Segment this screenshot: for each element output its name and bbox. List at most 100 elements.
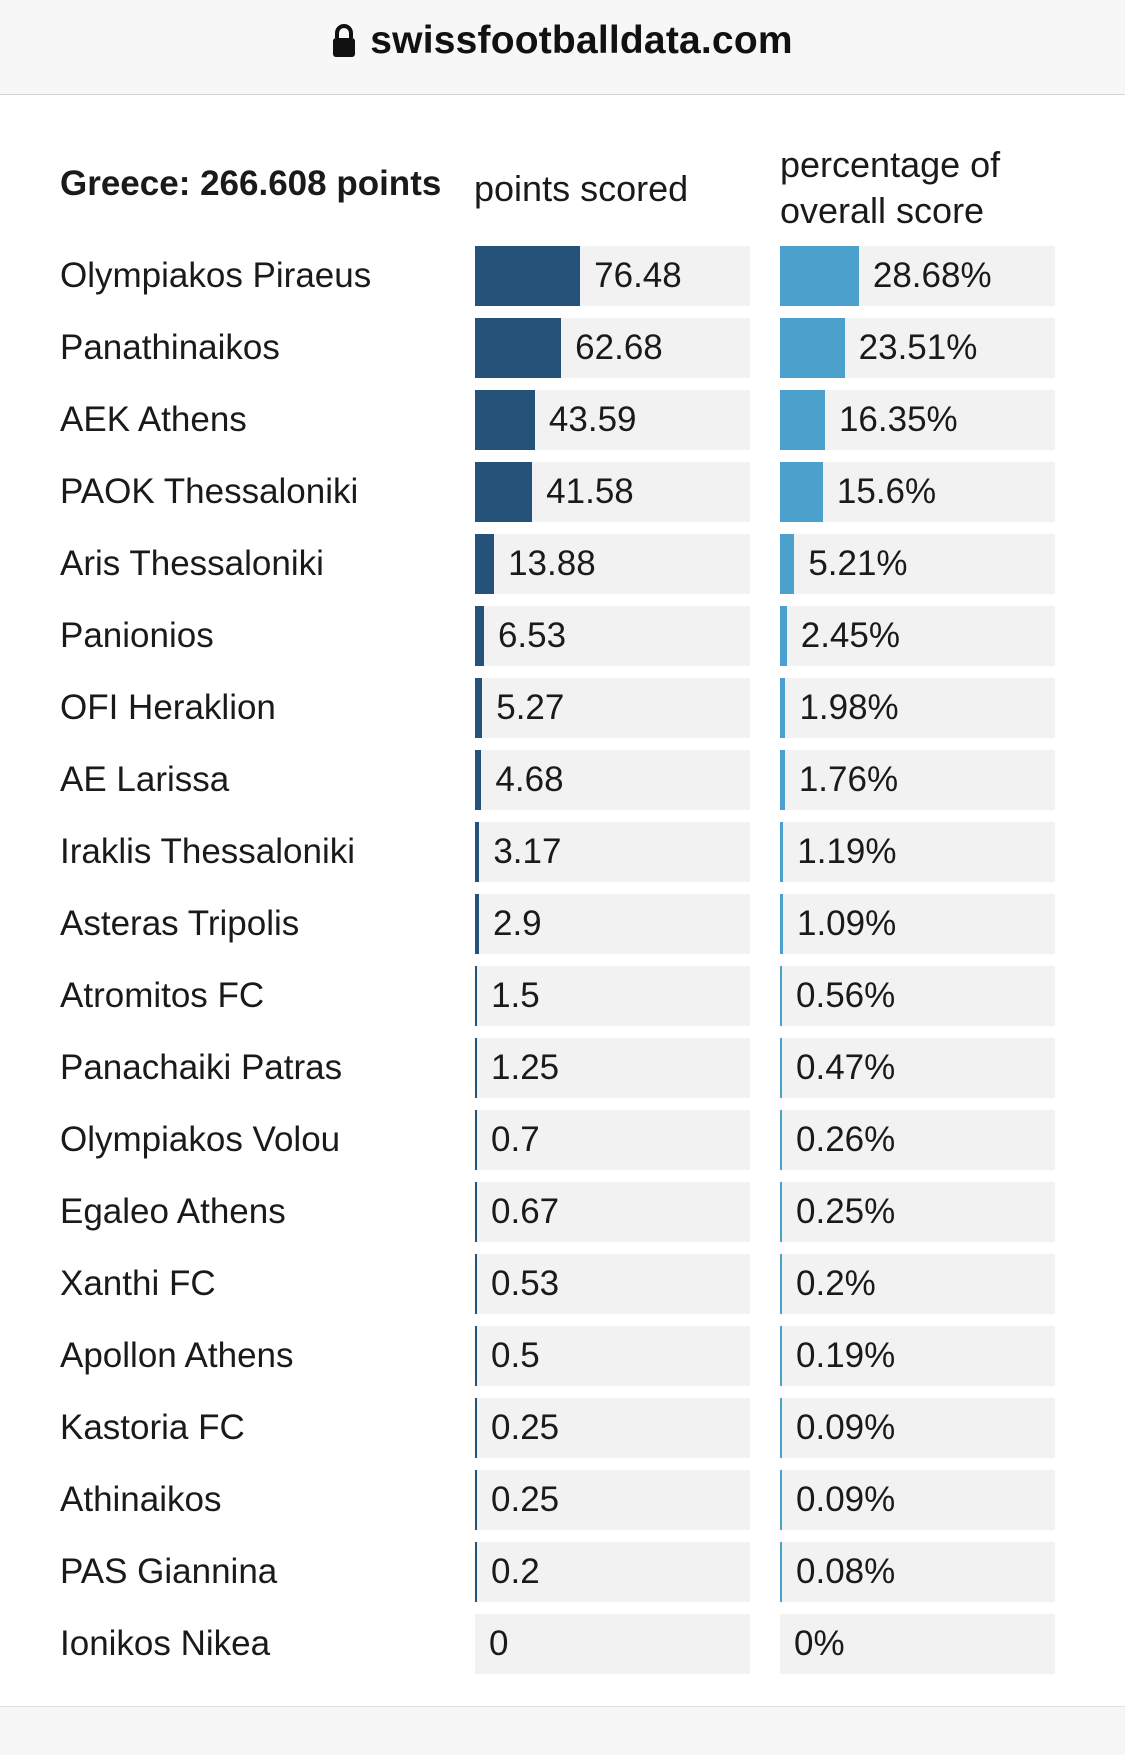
pct-bar [780, 1398, 782, 1458]
pct-value-label: 0% [794, 1624, 845, 1663]
team-name: Panachaiki Patras [60, 1048, 343, 1087]
pct-bar-track: 5.21% [780, 534, 1055, 594]
points-bar [475, 1182, 477, 1242]
pct-value-label: 0.56% [796, 976, 896, 1015]
pct-value-label: 1.76% [798, 760, 899, 799]
points-bar [475, 246, 581, 306]
pct-value-label: 1.19% [797, 832, 897, 871]
points-bar-track: 62.68 [475, 318, 750, 378]
points-value-label: 0.2 [491, 1552, 540, 1591]
team-name: Asteras Tripolis [60, 904, 300, 943]
points-bar [475, 318, 562, 378]
browser-url-bar[interactable]: swissfootballdata.com [0, 0, 1125, 95]
team-row: OFI Heraklion 5.27 1.98% [0, 678, 1125, 738]
url-text[interactable]: swissfootballdata.com [370, 19, 793, 62]
pct-value-label: 1.98% [799, 688, 899, 727]
pct-bar-track: 0.47% [780, 1038, 1055, 1098]
points-bar [475, 678, 483, 738]
pct-value-label: 15.6% [836, 472, 937, 511]
points-bar-track: 3.17 [475, 822, 750, 882]
pct-bar-track: 0.26% [780, 1110, 1055, 1170]
team-name: Egaleo Athens [60, 1192, 286, 1231]
percentage-column-header: percentage of overall score [780, 142, 1000, 234]
points-bar-track: 4.68 [475, 750, 750, 810]
team-name: PAOK Thessaloniki [60, 472, 359, 511]
chart-title: Greece: 266.608 points [60, 164, 442, 203]
pct-value-label: 1.09% [796, 904, 897, 943]
pct-bar-track: 28.68% [780, 246, 1055, 306]
team-name: Ionikos Nikea [60, 1624, 271, 1663]
pct-bar [780, 1110, 782, 1170]
points-bar [475, 606, 484, 666]
pct-value-label: 0.26% [796, 1120, 896, 1159]
pct-bar [780, 1470, 782, 1530]
points-value-label: 0.67 [491, 1192, 560, 1231]
pct-bar [780, 462, 823, 522]
team-row: Egaleo Athens 0.67 0.25% [0, 1182, 1125, 1242]
pct-bar [780, 678, 786, 738]
points-value-label: 41.58 [546, 472, 634, 511]
pct-bar-track: 0.09% [780, 1470, 1055, 1530]
team-row: Ionikos Nikea 0 0% [0, 1614, 1125, 1674]
points-bar-track: 0.25 [475, 1398, 750, 1458]
points-bar-track: 6.53 [475, 606, 750, 666]
points-bar [475, 1254, 477, 1314]
team-row: PAOK Thessaloniki 41.58 15.6% [0, 462, 1125, 522]
points-bar-track: 5.27 [475, 678, 750, 738]
team-row: Panachaiki Patras 1.25 0.47% [0, 1038, 1125, 1098]
pct-bar [780, 390, 825, 450]
team-name: Atromitos FC [60, 976, 265, 1015]
points-bar-track: 0.67 [475, 1182, 750, 1242]
team-row: Atromitos FC 1.5 0.56% [0, 966, 1125, 1026]
points-bar [475, 1038, 477, 1098]
points-bar [475, 966, 478, 1026]
pct-value-label: 5.21% [808, 544, 908, 583]
points-value-label: 2.9 [492, 904, 542, 943]
points-value-label: 3.17 [493, 832, 562, 871]
team-name: Kastoria FC [60, 1408, 245, 1447]
pct-bar-track: 0.19% [780, 1326, 1055, 1386]
pct-bar [780, 1038, 782, 1098]
pct-bar-track: 0.25% [780, 1182, 1055, 1242]
points-bar [475, 1542, 477, 1602]
points-value-label: 0.53 [491, 1264, 560, 1303]
points-bar [475, 534, 495, 594]
team-name: Aris Thessaloniki [60, 544, 324, 583]
points-bar [475, 822, 480, 882]
pct-bar [780, 246, 859, 306]
points-bar [475, 894, 479, 954]
pct-bar-track: 15.6% [780, 462, 1055, 522]
team-name: Athinaikos [60, 1480, 222, 1519]
pct-bar [780, 966, 782, 1026]
points-value-label: 13.88 [508, 544, 596, 583]
pct-value-label: 0.09% [796, 1408, 896, 1447]
points-value-label: 76.48 [594, 256, 682, 295]
pct-bar-track: 16.35% [780, 390, 1055, 450]
lock-icon [333, 24, 356, 57]
team-name: Panathinaikos [60, 328, 280, 367]
points-value-label: 4.68 [495, 760, 564, 799]
points-bar-track: 43.59 [475, 390, 750, 450]
points-bar [475, 750, 482, 810]
team-name: Iraklis Thessaloniki [60, 832, 356, 871]
pct-bar-track: 1.09% [780, 894, 1055, 954]
pct-bar [780, 1326, 782, 1386]
points-bar-track: 76.48 [475, 246, 750, 306]
points-bar [475, 1398, 477, 1458]
team-name: Panionios [60, 616, 214, 655]
pct-value-label: 0.19% [796, 1336, 896, 1375]
pct-bar [780, 318, 845, 378]
pct-bar [780, 1182, 782, 1242]
pct-bar-track: 1.98% [780, 678, 1055, 738]
team-row: Olympiakos Volou 0.7 0.26% [0, 1110, 1125, 1170]
pct-value-label: 0.09% [796, 1480, 896, 1519]
pct-bar [780, 894, 783, 954]
points-value-label: 43.59 [548, 400, 637, 439]
team-name: Olympiakos Volou [60, 1120, 341, 1159]
points-bar-track: 0.2 [475, 1542, 750, 1602]
team-row: Olympiakos Piraeus 76.48 28.68% [0, 246, 1125, 306]
points-value-label: 0.25 [491, 1480, 560, 1519]
team-name: Xanthi FC [60, 1264, 216, 1303]
points-bar-track: 0.53 [475, 1254, 750, 1314]
pct-bar [780, 822, 784, 882]
